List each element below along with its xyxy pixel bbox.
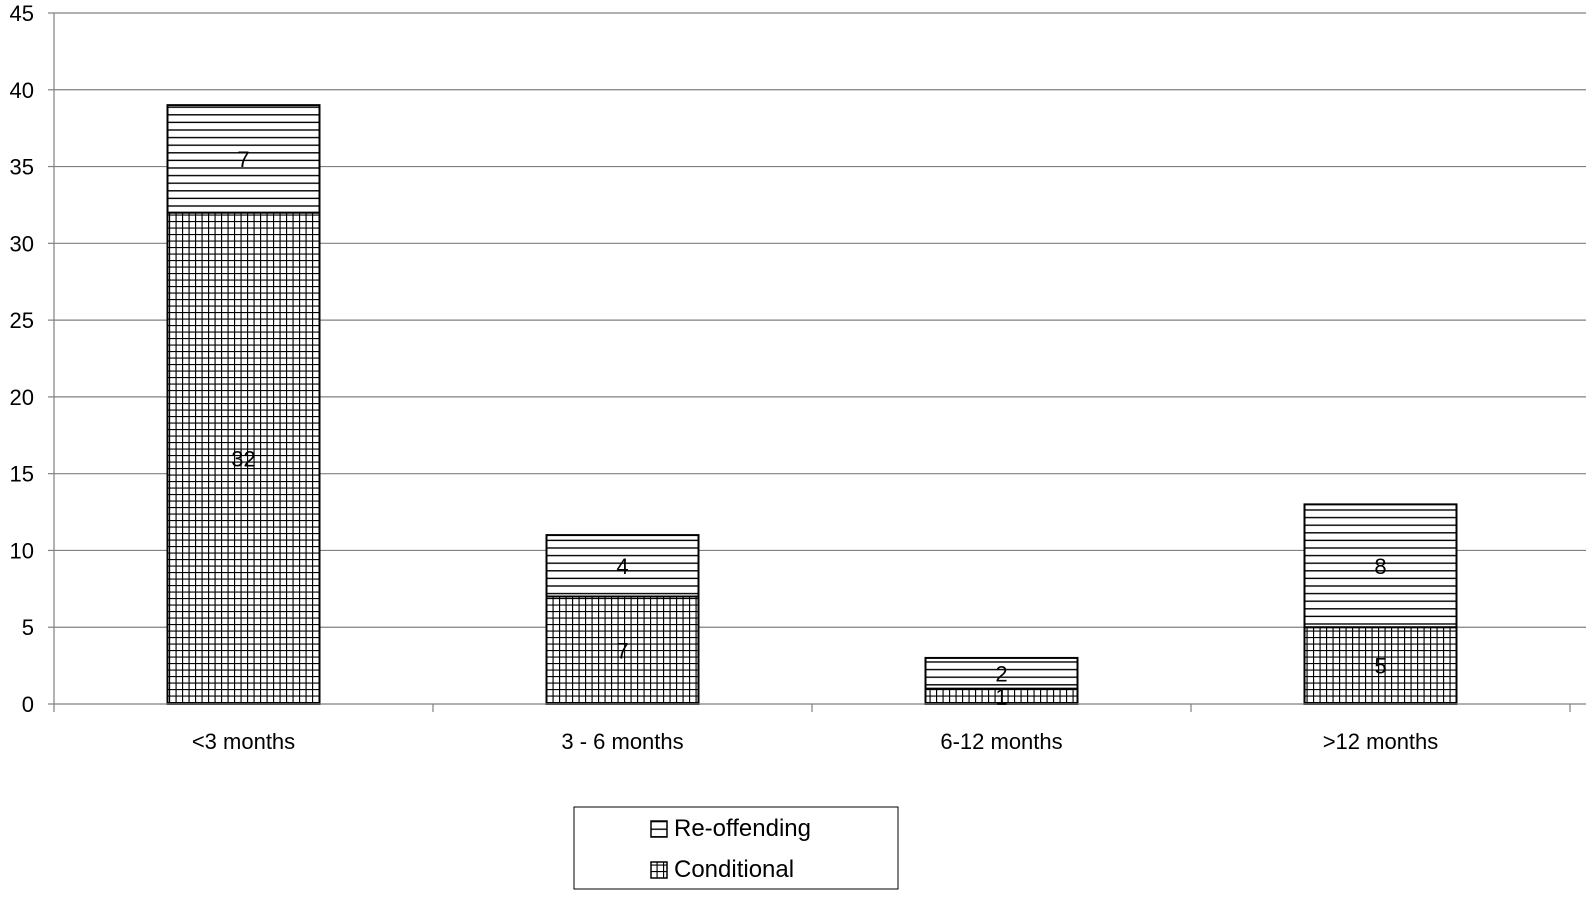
x-tick-label: 6-12 months bbox=[940, 729, 1062, 754]
x-tick-label: >12 months bbox=[1323, 729, 1439, 754]
legend-box bbox=[573, 806, 899, 890]
data-label: 7 bbox=[237, 147, 249, 172]
legend-label: Re-offending bbox=[674, 815, 811, 842]
data-label: 8 bbox=[1374, 554, 1386, 579]
bar-segment-re-offending bbox=[545, 534, 700, 598]
y-tick-label: 30 bbox=[10, 231, 34, 256]
y-tick-label: 5 bbox=[22, 615, 34, 640]
y-tick-label: 25 bbox=[10, 308, 34, 333]
legend-swatch-conditional bbox=[650, 861, 668, 879]
y-tick-label: 35 bbox=[10, 155, 34, 180]
bar-segment-conditional bbox=[166, 211, 321, 705]
y-tick-label: 40 bbox=[10, 78, 34, 103]
bar-segment-re-offending bbox=[166, 104, 321, 214]
data-label: 2 bbox=[995, 661, 1007, 686]
x-tick-label: 3 - 6 months bbox=[561, 729, 683, 754]
data-label: 7 bbox=[616, 638, 628, 663]
data-label: 4 bbox=[616, 554, 628, 579]
bars bbox=[166, 104, 1458, 706]
y-tick-label: 0 bbox=[22, 692, 34, 717]
legend-swatch-re-offending bbox=[650, 820, 668, 838]
y-tick-label: 45 bbox=[10, 1, 34, 26]
y-tick-label: 20 bbox=[10, 385, 34, 410]
legend-label: Conditional bbox=[674, 856, 794, 883]
y-tick-label: 10 bbox=[10, 538, 34, 563]
y-tick-label: 15 bbox=[10, 462, 34, 487]
data-label: 32 bbox=[231, 446, 255, 471]
data-label: 1 bbox=[995, 684, 1007, 709]
data-label: 5 bbox=[1374, 654, 1386, 679]
data-labels: 32 7 7 4 12 5 8 bbox=[231, 147, 1386, 709]
bar-segment-re-offending bbox=[1303, 503, 1458, 629]
x-tick-label: <3 months bbox=[192, 729, 295, 754]
legend: Re-offending Conditional bbox=[573, 806, 899, 890]
bar-segment-re-offending bbox=[924, 656, 1079, 690]
